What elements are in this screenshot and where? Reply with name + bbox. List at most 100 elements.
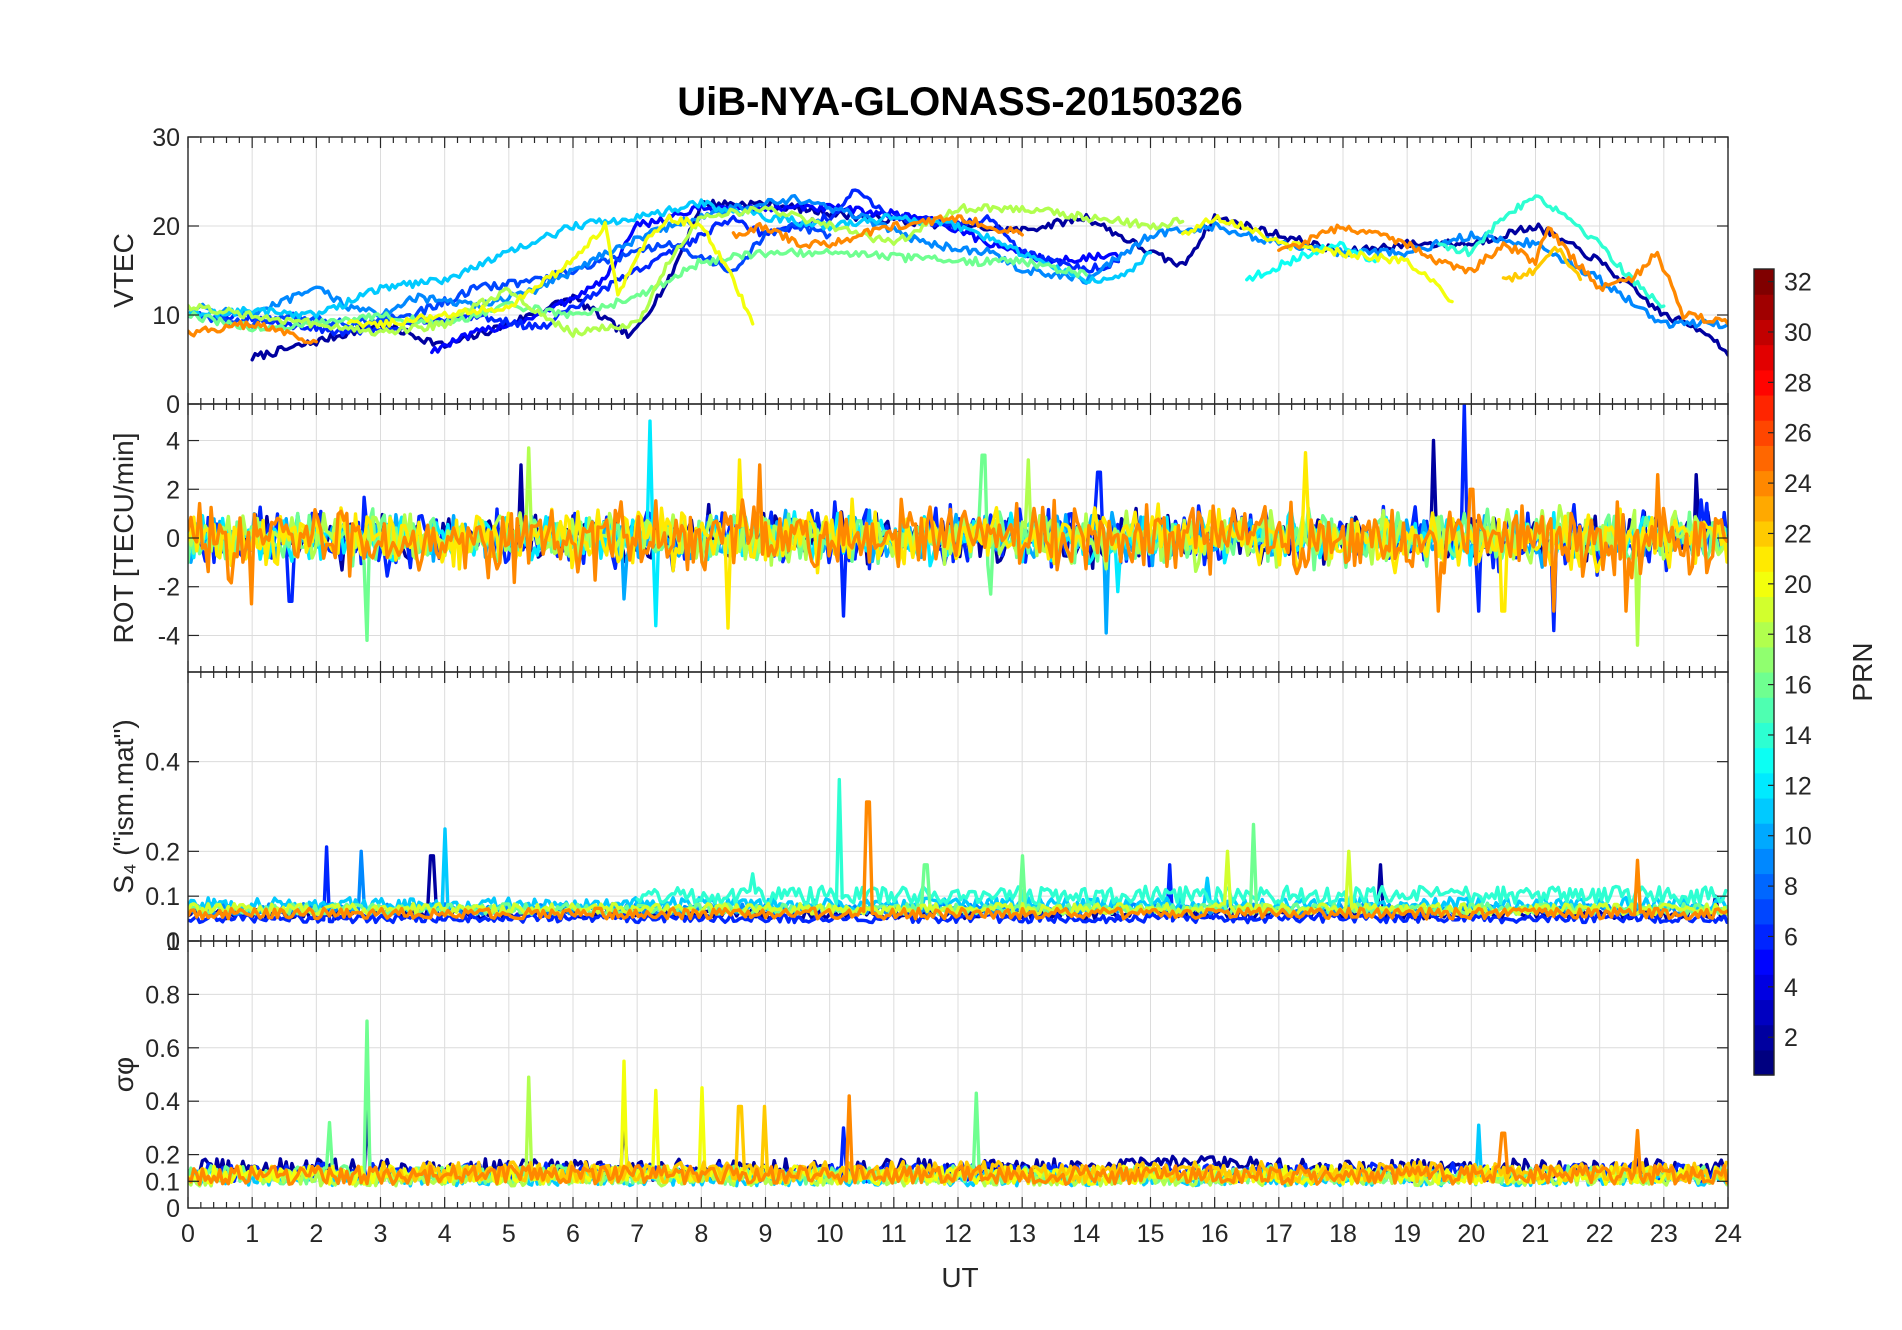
- y-tick-label: 0.4: [145, 749, 180, 777]
- series-vtec-prn-22: [1501, 245, 1583, 283]
- series-vtec-prn-14: [1437, 194, 1666, 309]
- y-tick-label: 2: [166, 476, 180, 504]
- colorbar-tick-label: 10: [1784, 823, 1812, 851]
- series-s4-prn-14: [635, 777, 1728, 906]
- colorbar-step: [1754, 1049, 1774, 1076]
- traces-sigma: [188, 1019, 1728, 1188]
- y-ticks-s4: 0 0.1 0.2 0.4: [145, 749, 1728, 956]
- y-tick-label: -2: [158, 574, 180, 602]
- colorbar-step: [1754, 445, 1774, 472]
- y-axis-label-rot: ROT [TECU/min]: [108, 432, 139, 643]
- colorbar-step: [1754, 420, 1774, 446]
- y-tick-label: 0: [166, 1195, 180, 1223]
- colorbar-step: [1754, 848, 1774, 875]
- x-tick-label: 7: [630, 1220, 644, 1248]
- x-tick-label: 3: [374, 1220, 388, 1248]
- panel-vtec: 0 10 20 30 VTEC: [108, 124, 1729, 419]
- x-ticks-rot: [187, 404, 1729, 672]
- colorbar-step: [1754, 394, 1774, 421]
- chart-title: UiB-NYA-GLONASS-20150326: [677, 80, 1242, 124]
- x-tick-label: 21: [1522, 1220, 1550, 1248]
- x-tick-label: 11: [881, 1220, 907, 1248]
- series-vtec-prn-24: [188, 319, 318, 345]
- x-tick-label: 5: [502, 1220, 516, 1248]
- colorbar-step: [1754, 898, 1774, 925]
- x-tick-label: 16: [1201, 1220, 1229, 1248]
- series-sigma-prn-24: [188, 1094, 1728, 1186]
- y-tick-label: 20: [152, 213, 180, 241]
- colorbar-tick-label: 28: [1784, 369, 1812, 397]
- y-axis-label-s4: S₄ ("ism.mat"): [108, 719, 139, 893]
- x-tick-label: 19: [1393, 1220, 1421, 1248]
- x-tick-label: 13: [1008, 1220, 1036, 1248]
- colorbar-tick-label: 6: [1784, 923, 1798, 951]
- colorbar-tick-label: 14: [1784, 722, 1812, 750]
- colorbar-step: [1754, 269, 1774, 295]
- y-tick-label: 1: [166, 928, 180, 956]
- series-vtec-prn-18: [188, 203, 1185, 338]
- colorbar-step: [1754, 571, 1774, 598]
- series-vtec-prn-7: [188, 222, 832, 329]
- colorbar-step: [1754, 974, 1774, 1001]
- series-s4-prn-24: [188, 800, 1728, 921]
- x-tick-label: 9: [759, 1220, 773, 1248]
- colorbar-step: [1754, 672, 1774, 698]
- y-tick-label: -4: [158, 622, 180, 650]
- series-vtec-prn-9: [188, 194, 1728, 330]
- x-axis-label: UT: [941, 1262, 978, 1293]
- colorbar-step: [1754, 596, 1774, 623]
- y-tick-label: 0.8: [145, 981, 180, 1009]
- traces-vtec: [188, 188, 1728, 362]
- y-tick-label: 10: [152, 302, 180, 330]
- y-tick-label: 0: [166, 928, 180, 956]
- panel-rot: -4 -2 0 2 4 ROT [TECU/min]: [108, 403, 1729, 673]
- y-axis-label-vtec: VTEC: [108, 233, 139, 308]
- x-tick-label: 15: [1137, 1220, 1165, 1248]
- series-vtec-prn-20: [346, 213, 755, 330]
- colorbar-step: [1754, 823, 1774, 849]
- y-tick-label: 0.4: [145, 1088, 180, 1116]
- colorbar-step: [1754, 1024, 1774, 1051]
- y-tick-label: 0.6: [145, 1035, 180, 1063]
- colorbar-step: [1754, 646, 1774, 673]
- colorbar-step: [1754, 873, 1774, 900]
- colorbar-step: [1754, 470, 1774, 497]
- series-rot-prn-24: [188, 463, 1728, 613]
- x-tick-label: 22: [1586, 1220, 1614, 1248]
- colorbar-step: [1754, 369, 1774, 396]
- colorbar-step: [1754, 520, 1774, 547]
- y-tick-label: 0.1: [145, 1168, 180, 1196]
- y-tick-label: 0: [166, 525, 180, 553]
- colorbar-step: [1754, 923, 1774, 950]
- colorbar-step: [1754, 319, 1774, 346]
- series-s4-prn-19: [188, 849, 1728, 917]
- colorbar-tick-label: 18: [1784, 621, 1812, 649]
- series-vtec-prn-13: [1245, 240, 1377, 282]
- colorbar-step: [1754, 999, 1774, 1026]
- colorbar-step: [1754, 294, 1774, 320]
- series-vtec-prn-24: [1277, 223, 1728, 326]
- series-vtec-prn-20: [1180, 214, 1454, 304]
- traces-rot: [188, 404, 1728, 647]
- y-tick-label: 0.2: [145, 838, 180, 866]
- y-tick-label: 4: [166, 428, 180, 456]
- x-ticks-s4: [187, 672, 1729, 941]
- y-tick-label: 0: [166, 391, 180, 419]
- colorbar-tick-label: 4: [1784, 974, 1798, 1002]
- x-tick-label: 4: [438, 1220, 452, 1248]
- colorbar-tick-label: 8: [1784, 873, 1798, 901]
- x-tick-label: 6: [566, 1220, 580, 1248]
- colorbar-tick-label: 2: [1784, 1024, 1798, 1052]
- colorbar-tick-label: 12: [1784, 772, 1812, 800]
- x-tick-label: 23: [1650, 1220, 1678, 1248]
- y-tick-label: 0.2: [145, 1142, 180, 1170]
- x-tick-label: 8: [694, 1220, 708, 1248]
- colorbar-step: [1754, 772, 1774, 799]
- colorbar-tick-label: 16: [1784, 672, 1812, 700]
- colorbar-tick-label: 24: [1784, 470, 1812, 498]
- y-tick-label: 0.1: [145, 883, 180, 911]
- colorbar-step: [1754, 495, 1774, 522]
- y-ticks-sigma: 00.10.20.40.60.81: [145, 928, 1728, 1223]
